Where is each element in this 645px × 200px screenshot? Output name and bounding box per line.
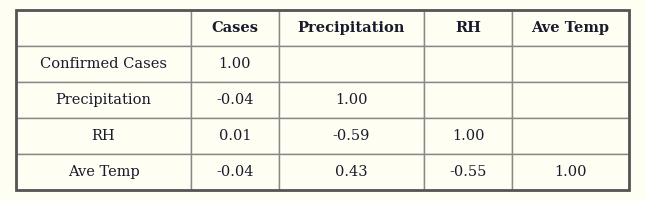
Bar xyxy=(191,10,279,46)
Text: Precipitation: Precipitation xyxy=(298,21,405,35)
Bar xyxy=(279,118,424,154)
Bar xyxy=(191,118,279,154)
Text: Cases: Cases xyxy=(212,21,259,35)
Bar xyxy=(424,154,512,190)
Text: 1.00: 1.00 xyxy=(335,93,368,107)
Bar xyxy=(424,46,512,82)
Bar xyxy=(424,10,512,46)
Bar xyxy=(424,118,512,154)
Bar xyxy=(16,82,191,118)
Bar xyxy=(16,10,191,46)
Bar xyxy=(279,82,424,118)
Text: 1.00: 1.00 xyxy=(554,165,587,179)
Text: 1.00: 1.00 xyxy=(451,129,484,143)
Bar xyxy=(16,154,191,190)
Bar xyxy=(512,46,629,82)
Text: 0.01: 0.01 xyxy=(219,129,252,143)
Bar xyxy=(16,46,191,82)
Text: -0.59: -0.59 xyxy=(333,129,370,143)
Bar xyxy=(191,154,279,190)
Bar xyxy=(279,10,424,46)
Text: Ave Temp: Ave Temp xyxy=(68,165,139,179)
Bar xyxy=(512,154,629,190)
Bar xyxy=(512,118,629,154)
Text: Confirmed Cases: Confirmed Cases xyxy=(40,57,167,71)
Text: RH: RH xyxy=(455,21,481,35)
Bar xyxy=(279,154,424,190)
Text: -0.04: -0.04 xyxy=(216,165,253,179)
Text: 1.00: 1.00 xyxy=(219,57,252,71)
Text: Ave Temp: Ave Temp xyxy=(531,21,610,35)
Text: RH: RH xyxy=(92,129,115,143)
Bar xyxy=(512,10,629,46)
Text: -0.04: -0.04 xyxy=(216,93,253,107)
Bar xyxy=(16,118,191,154)
Bar xyxy=(279,46,424,82)
Bar xyxy=(191,46,279,82)
Bar xyxy=(512,82,629,118)
Bar xyxy=(191,82,279,118)
Text: Precipitation: Precipitation xyxy=(55,93,152,107)
Bar xyxy=(424,82,512,118)
Text: -0.55: -0.55 xyxy=(450,165,487,179)
Text: 0.43: 0.43 xyxy=(335,165,368,179)
